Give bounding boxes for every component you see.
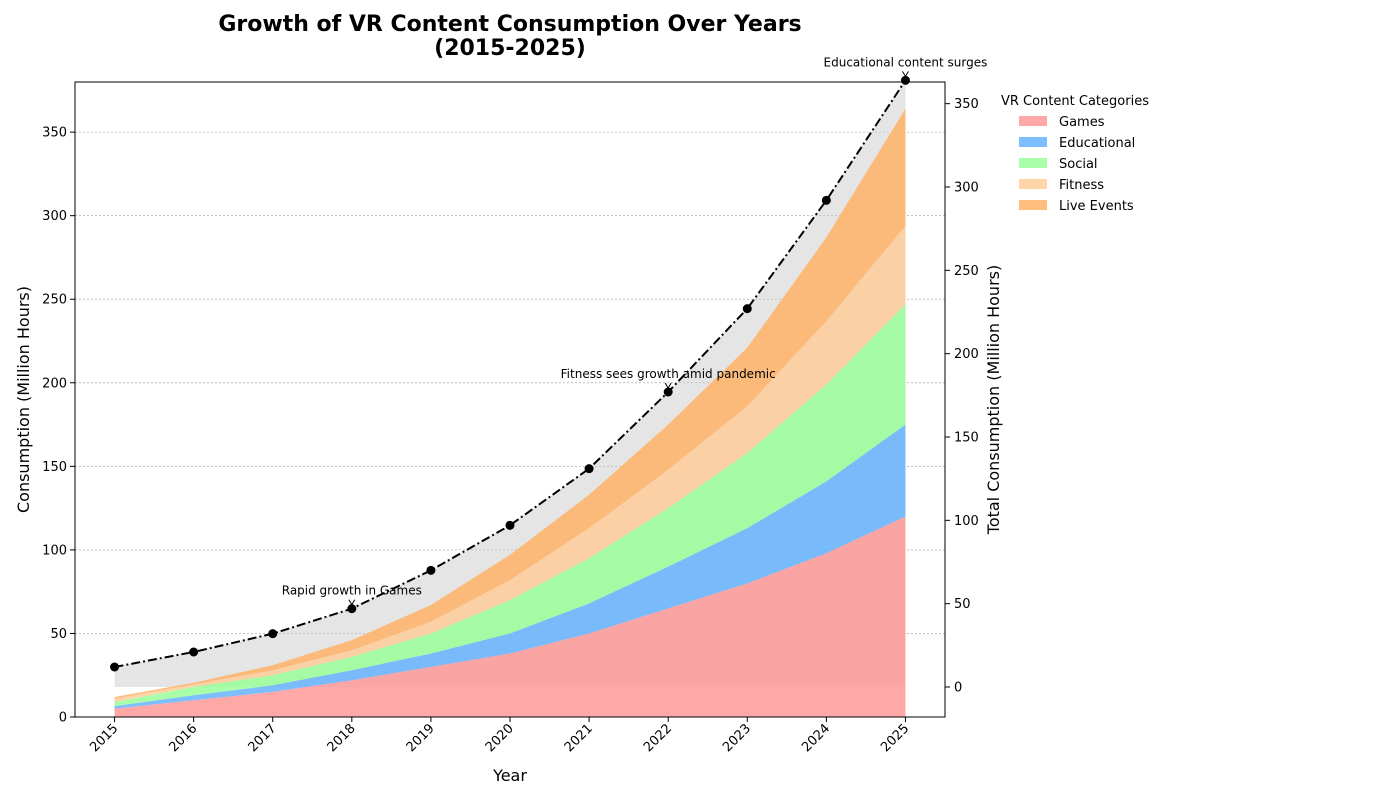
xtick-label-2022: 2022 <box>641 721 675 755</box>
legend-title: VR Content Categories <box>1001 94 1149 109</box>
y-axis-label: Consumption (Million Hours) <box>14 286 33 513</box>
annotation-3: Educational content surges <box>824 55 988 69</box>
xtick-label-2015: 2015 <box>87 721 121 755</box>
xtick-label-2020: 2020 <box>483 721 517 755</box>
total-point-2017 <box>268 629 278 639</box>
area-games <box>114 516 906 717</box>
area-live-events <box>114 108 906 699</box>
xtick-label-2017: 2017 <box>246 721 280 755</box>
area-layer <box>114 108 906 717</box>
total-line-layer <box>110 75 910 672</box>
area-educational <box>114 424 906 709</box>
legend-label-fitness: Fitness <box>1059 178 1104 193</box>
y2tick-label-50: 50 <box>954 597 971 612</box>
y2tick-label-250: 250 <box>954 264 979 279</box>
y2tick-label-0: 0 <box>954 681 962 696</box>
x-axis-label: Year <box>492 766 527 785</box>
legend-swatch-social <box>1019 158 1047 168</box>
annotation-arrow-2 <box>664 382 672 389</box>
legend-label-social: Social <box>1059 157 1098 172</box>
xtick-label-2025: 2025 <box>878 721 912 755</box>
area-social <box>114 304 906 707</box>
ytick-label-250: 250 <box>42 293 67 308</box>
total-point-2018 <box>347 604 357 614</box>
total-point-2015 <box>110 662 120 672</box>
total-point-2025 <box>900 75 910 85</box>
legend-swatch-games <box>1019 116 1047 126</box>
total-point-2019 <box>426 565 436 575</box>
total-point-2024 <box>821 195 831 205</box>
xtick-label-2018: 2018 <box>325 721 359 755</box>
legend-swatch-fitness <box>1019 179 1047 189</box>
total-point-2021 <box>584 464 594 474</box>
y2tick-label-150: 150 <box>954 431 979 446</box>
annotation-layer: Rapid growth in Games Fitness sees growth… <box>282 55 988 606</box>
ytick-label-0: 0 <box>59 711 67 726</box>
xtick-label-2021: 2021 <box>562 721 596 755</box>
chart-title-line-1: Growth of VR Content Consumption Over Ye… <box>218 12 801 37</box>
legend-swatch-educational <box>1019 137 1047 147</box>
total-point-2022 <box>663 387 673 397</box>
chart-title-line-2: (2015-2025) <box>434 36 586 61</box>
y2tick-label-350: 350 <box>954 97 979 112</box>
ytick-label-350: 350 <box>42 126 67 141</box>
chart-title: Growth of VR Content Consumption Over Ye… <box>218 12 801 61</box>
y2tick-label-200: 200 <box>954 347 979 362</box>
total-point-2023 <box>742 304 752 314</box>
legend: VR Content Categories Games Educational Soc… <box>1001 94 1149 214</box>
xtick-label-2023: 2023 <box>720 721 754 755</box>
annotation-arrow-3 <box>902 71 909 78</box>
annotation-arrow-1 <box>348 599 356 606</box>
ytick-label-150: 150 <box>42 460 67 475</box>
ytick-label-50: 50 <box>50 627 67 642</box>
xtick-label-2019: 2019 <box>404 721 438 755</box>
ytick-label-200: 200 <box>42 376 67 391</box>
total-point-2020 <box>505 520 515 530</box>
total-point-2016 <box>189 647 199 657</box>
ytick-label-300: 300 <box>42 209 67 224</box>
ytick-label-100: 100 <box>42 543 67 558</box>
annotation-2: Fitness sees growth amid pandemic <box>561 367 776 381</box>
legend-label-live-events: Live Events <box>1059 199 1134 214</box>
total-line <box>114 79 907 668</box>
xtick-label-2016: 2016 <box>166 721 200 755</box>
xtick-label-2024: 2024 <box>799 721 833 755</box>
annotation-1: Rapid growth in Games <box>282 584 422 598</box>
legend-swatch-live-events <box>1019 200 1047 210</box>
y2tick-label-300: 300 <box>954 181 979 196</box>
y2-axis-label: Total Consumption (Million Hours) <box>984 265 1003 535</box>
legend-label-educational: Educational <box>1059 136 1135 151</box>
y2tick-label-100: 100 <box>954 514 979 529</box>
legend-label-games: Games <box>1059 115 1105 130</box>
